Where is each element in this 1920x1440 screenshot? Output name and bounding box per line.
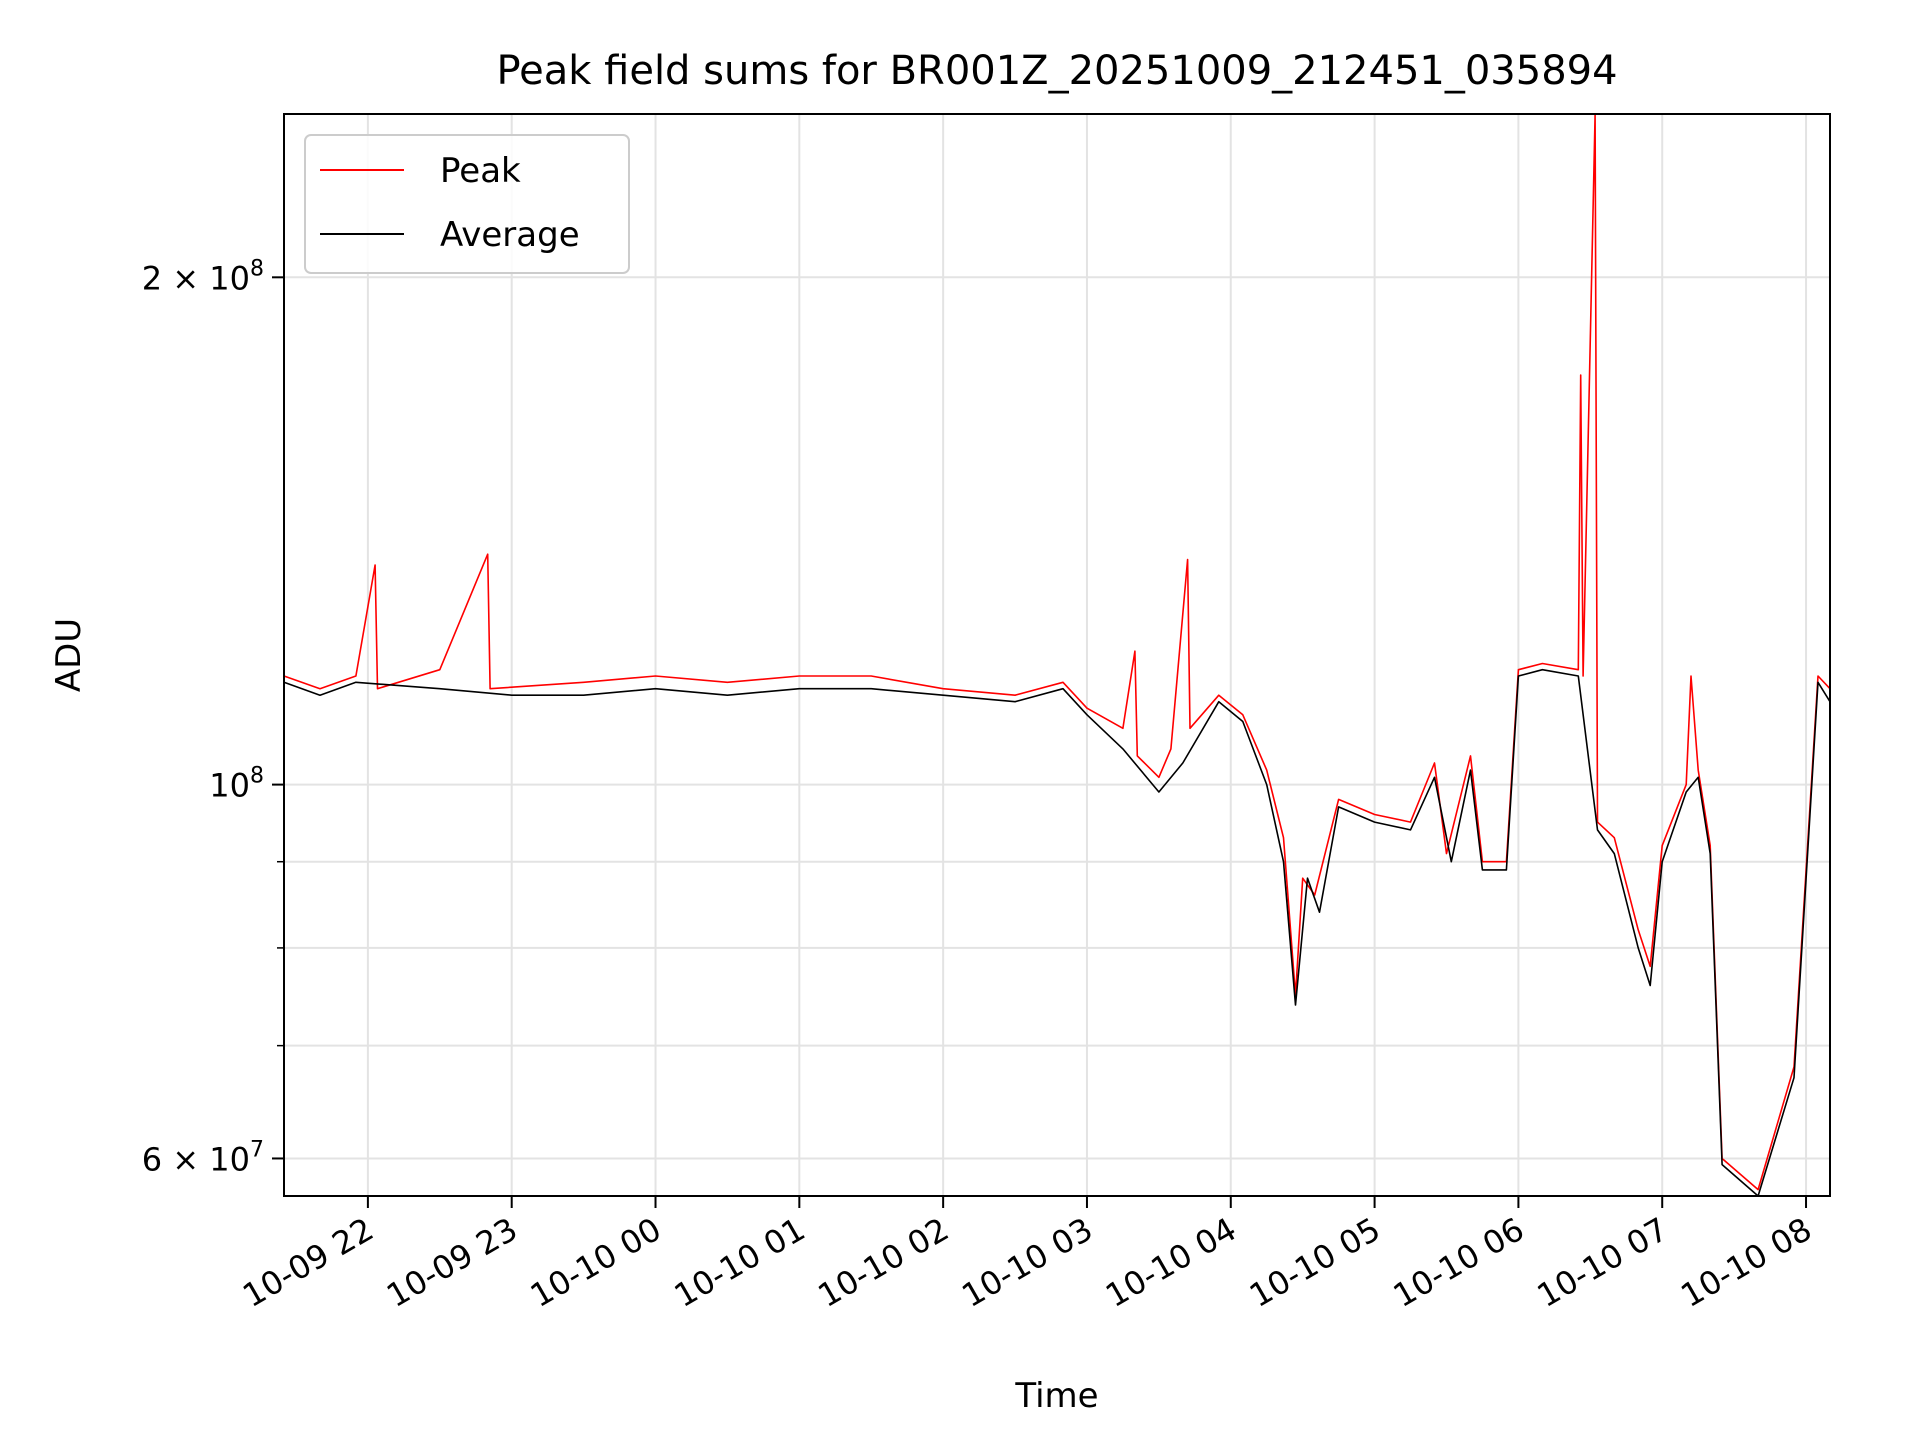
- y-tick-label-exponent: 8: [250, 764, 264, 789]
- y-tick-label-base: 10: [209, 767, 250, 805]
- y-tick-label-exponent: 7: [250, 1137, 264, 1162]
- y-tick-label: 6 × 107: [142, 1137, 264, 1178]
- legend-label-peak: Peak: [440, 151, 521, 191]
- chart-title: Peak field sums for BR001Z_20251009_2124…: [496, 48, 1617, 94]
- series-line-average: [283, 668, 1831, 1197]
- y-tick-label: 2 × 108: [142, 256, 264, 297]
- legend-label-average: Average: [440, 215, 580, 255]
- y-tick-label-base: 6 × 10: [142, 1140, 250, 1178]
- grid: [284, 114, 1830, 1196]
- y-tick-label: 108: [209, 764, 264, 805]
- y-axis-label: ADU: [49, 618, 89, 692]
- plot-frame: [283, 113, 1831, 1197]
- series-line-peak: [283, 113, 1831, 1191]
- series-lines: [283, 113, 1831, 1197]
- legend: Peak Average: [304, 134, 630, 274]
- x-axis-label: Time: [1014, 1376, 1098, 1416]
- y-tick-label-exponent: 8: [250, 256, 264, 281]
- y-tick-label-base: 2 × 10: [142, 259, 250, 297]
